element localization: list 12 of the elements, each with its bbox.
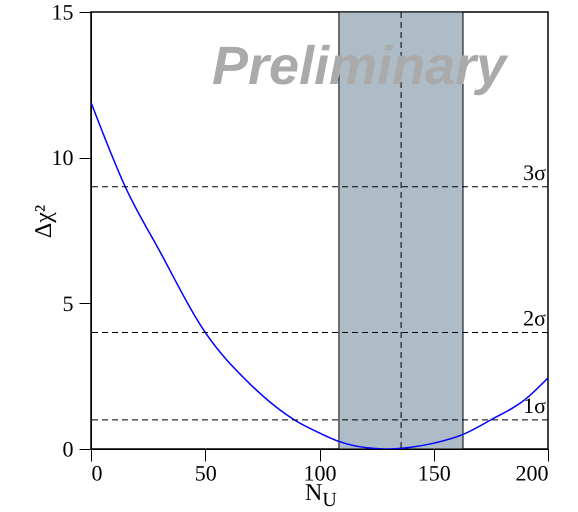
- ref-line-label: 1σ: [523, 392, 546, 418]
- y-tick-label: 0: [62, 436, 74, 462]
- y-tick-label: 10: [52, 145, 74, 170]
- x-tick-label: 150: [418, 460, 451, 486]
- x-tick-label: 200: [516, 460, 548, 486]
- x-tick-label: 50: [194, 460, 217, 486]
- y-axis-title: Δχ²: [31, 204, 58, 238]
- ref-line-label: 2σ: [523, 305, 546, 330]
- ref-line-label: 3σ: [523, 160, 546, 185]
- x-tick-label: 0: [92, 460, 102, 486]
- y-tick-label: 15: [52, 0, 74, 24]
- y-tick-label: 5: [62, 290, 74, 316]
